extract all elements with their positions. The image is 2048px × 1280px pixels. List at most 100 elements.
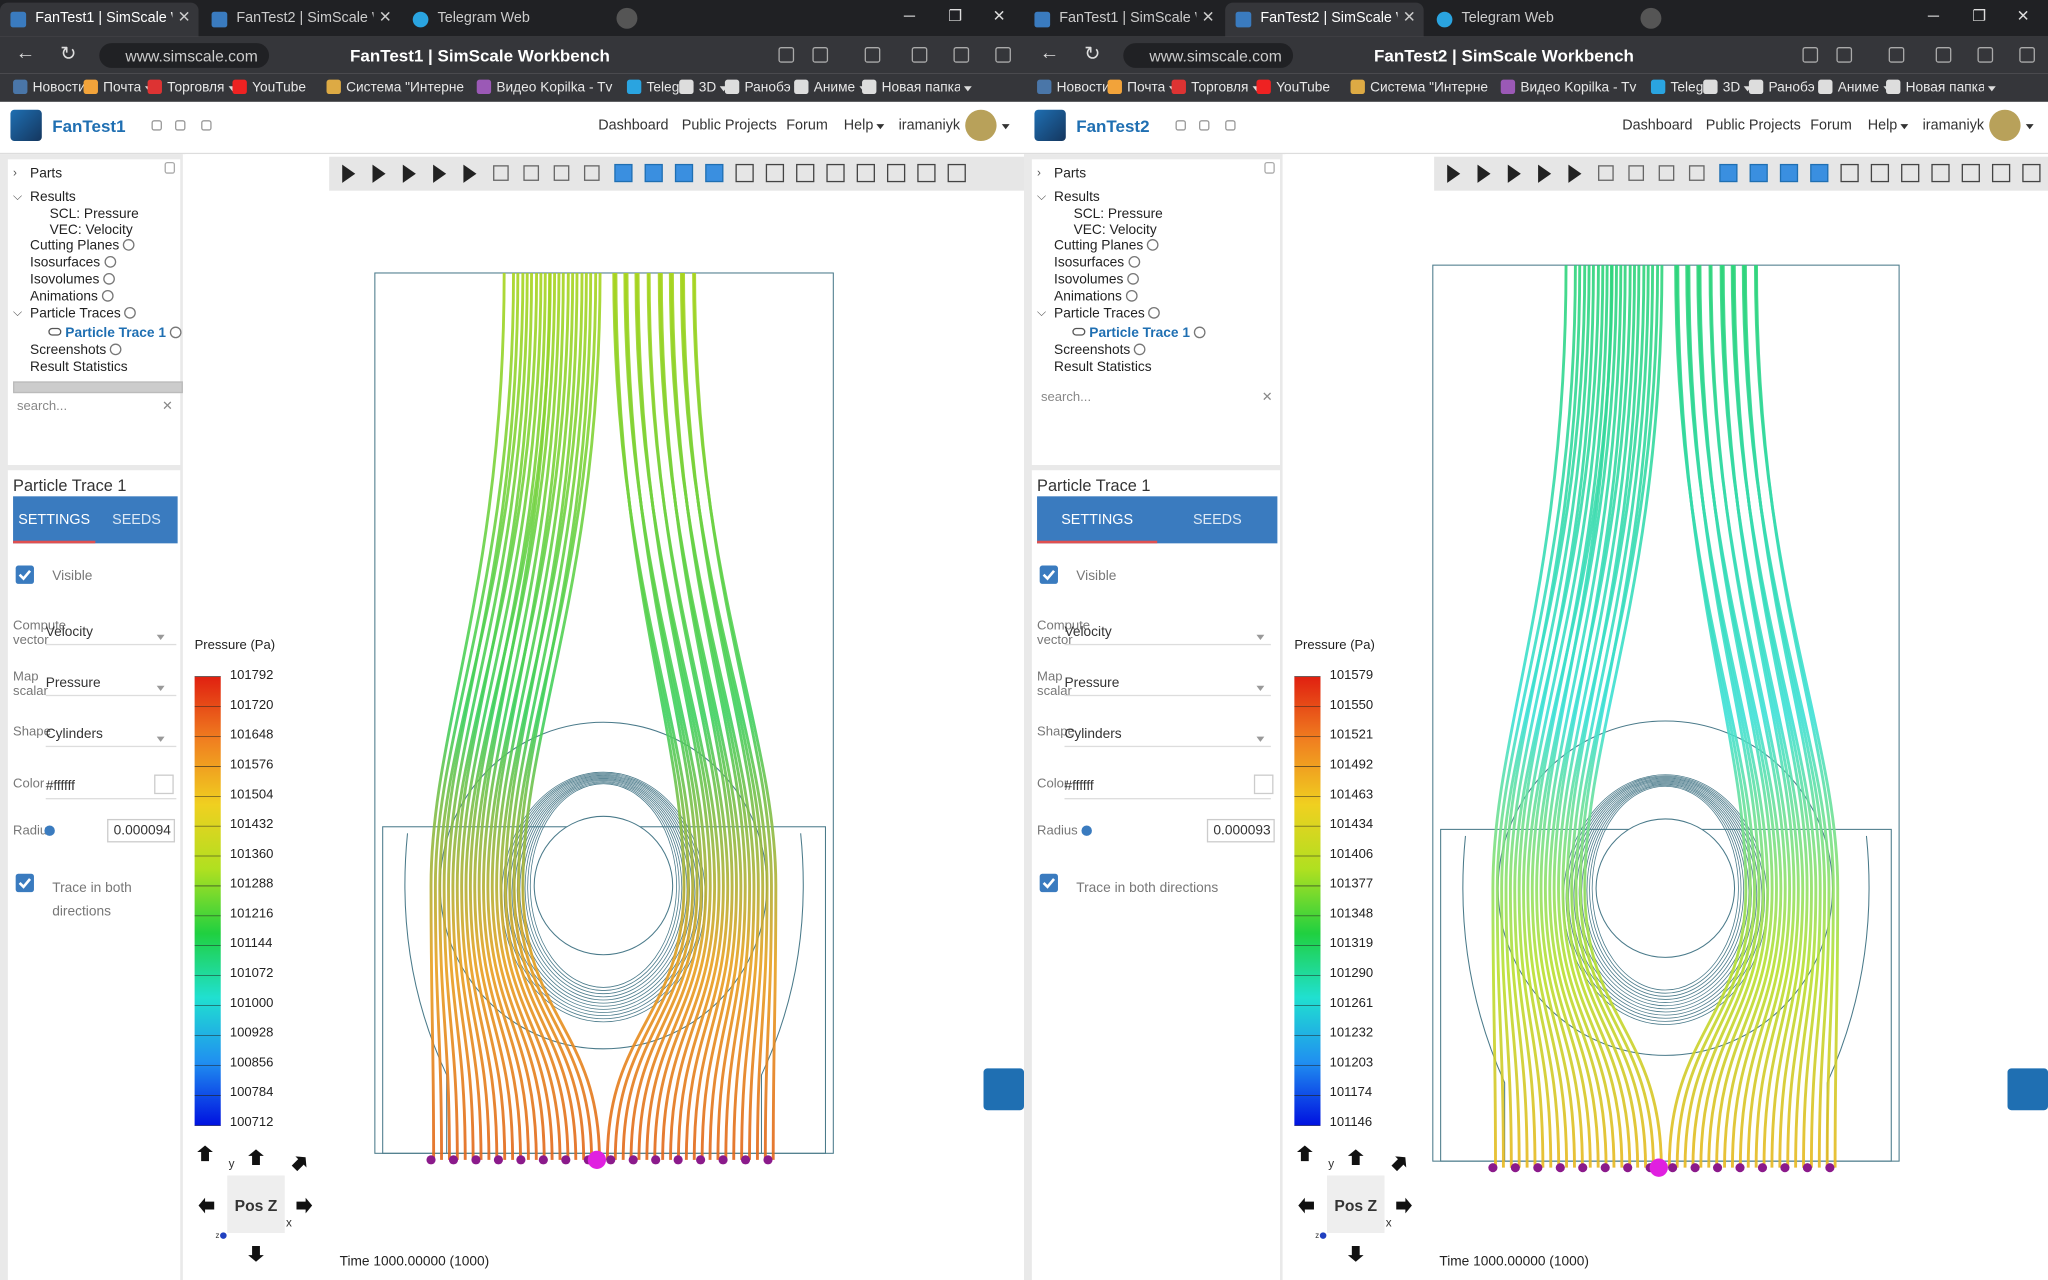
add-button[interactable] — [1125, 289, 1138, 302]
bookmark[interactable]: Торговля — [167, 79, 225, 96]
project-action[interactable] — [175, 120, 186, 131]
tree-item[interactable]: Animations — [30, 288, 98, 305]
add-button[interactable] — [109, 343, 122, 356]
nav-link[interactable]: Dashboard — [598, 117, 669, 134]
bookmark[interactable]: Видео Kopilka - Tv — [496, 79, 613, 96]
nav-link[interactable]: Forum — [1810, 117, 1852, 134]
tree-item[interactable]: Isovolumes — [1054, 271, 1124, 288]
window-control[interactable]: ✕ — [992, 6, 1006, 25]
bookmark[interactable]: YouTube — [1276, 79, 1330, 96]
nav-button[interactable]: ← — [15, 41, 36, 64]
tree-item[interactable]: SCL: Pressure — [49, 206, 139, 223]
toolbar-icon[interactable] — [911, 47, 928, 63]
nav-link[interactable]: Forum — [786, 117, 828, 134]
project-action[interactable] — [1199, 120, 1210, 131]
toolbar-icon[interactable] — [1836, 47, 1853, 63]
checkbox[interactable] — [15, 873, 34, 893]
toolbar-icon[interactable] — [1935, 47, 1952, 63]
bookmark[interactable]: Новая папка — [881, 79, 960, 96]
color-swatch[interactable] — [1253, 774, 1274, 795]
nav-button[interactable]: ← — [1039, 41, 1060, 64]
toolbar-icon[interactable] — [864, 47, 881, 63]
search-clear[interactable]: ✕ — [161, 399, 173, 415]
bookmark[interactable]: Почта — [1127, 79, 1166, 96]
radius-input[interactable]: 0.000093 — [1206, 818, 1275, 843]
tree-item[interactable]: Result Statistics — [1054, 359, 1152, 375]
bookmark[interactable]: Система "Интерне — [1370, 79, 1489, 96]
tree-item[interactable]: Isovolumes — [30, 271, 100, 288]
radius-input[interactable]: 0.000094 — [107, 818, 176, 843]
tab-close[interactable]: ✕ — [1402, 7, 1416, 27]
remove-button[interactable] — [169, 326, 182, 339]
field-value[interactable]: Pressure — [1064, 675, 1120, 691]
avatar[interactable] — [1989, 109, 2021, 142]
nav-link[interactable]: Public Projects — [681, 117, 777, 134]
tree-item[interactable]: Particle Trace 1 — [1089, 325, 1190, 341]
panel-tab[interactable]: SETTINGS — [1037, 496, 1158, 544]
add-button[interactable] — [1146, 239, 1159, 251]
new-tab[interactable] — [1640, 7, 1662, 29]
tree-item[interactable]: Isosurfaces — [30, 254, 101, 271]
bookmark[interactable]: Видео Kopilka - Tv — [1520, 79, 1637, 96]
tree-caret[interactable]: ⌵ — [13, 305, 22, 319]
tree-caret[interactable]: ⌵ — [13, 189, 22, 203]
field-value[interactable]: Pressure — [45, 675, 101, 691]
add-button[interactable] — [124, 306, 136, 319]
window-control[interactable]: ❐ — [948, 6, 963, 25]
checkbox[interactable] — [1039, 565, 1058, 584]
tree-item[interactable]: Particle Traces — [30, 305, 121, 322]
tab[interactable]: Telegram Web — [402, 3, 601, 37]
tree-item[interactable]: Particle Trace 1 — [65, 325, 166, 341]
bookmark[interactable]: Система "Интерне — [346, 79, 465, 96]
user-name[interactable]: iramaniyk — [898, 117, 961, 134]
remove-button[interactable] — [1193, 326, 1206, 339]
tree-item[interactable]: Screenshots — [1054, 342, 1131, 358]
visibility-icon[interactable] — [48, 327, 62, 336]
panel-tab[interactable]: SEEDS — [1157, 496, 1277, 543]
new-tab[interactable] — [616, 7, 638, 29]
toolbar-icon[interactable] — [778, 47, 795, 63]
bookmark[interactable]: Почта — [103, 79, 142, 96]
add-button[interactable] — [101, 289, 114, 302]
window-control[interactable]: ❐ — [1972, 6, 1987, 25]
tree-item[interactable]: Results — [1054, 189, 1100, 206]
tab-close[interactable]: ✕ — [177, 7, 191, 27]
tab[interactable]: FanTest1 | SimScale We ✕ — [0, 2, 199, 37]
bookmark[interactable]: Аниме — [1837, 79, 1880, 96]
color-swatch[interactable] — [154, 774, 174, 795]
slider-knob[interactable] — [44, 825, 55, 836]
tree-caret[interactable]: ⌵ — [1037, 189, 1046, 203]
bookmark[interactable]: 3D — [698, 79, 717, 96]
tree-item[interactable]: Result Statistics — [30, 359, 128, 375]
toolbar-icon[interactable] — [1802, 47, 1819, 63]
add-button[interactable] — [1127, 272, 1139, 285]
window-control[interactable]: ─ — [903, 6, 915, 25]
panel-tab[interactable]: SETTINGS — [13, 496, 96, 544]
search-input[interactable]: search... — [1040, 390, 1092, 405]
bookmark[interactable]: Новая папка — [1905, 79, 1984, 96]
window-control[interactable]: ✕ — [2016, 6, 2030, 25]
tree-item[interactable]: Results — [30, 189, 76, 206]
add-button[interactable] — [104, 255, 117, 268]
viewport-3d[interactable]: Pressure (Pa) 101792 101720 101648 101576 101… — [0, 0, 1024, 1280]
url-pill[interactable] — [99, 43, 270, 68]
tab-close[interactable]: ✕ — [378, 7, 392, 27]
tree-caret[interactable]: › — [13, 165, 17, 179]
field-value[interactable]: #ffffff — [1064, 778, 1094, 795]
field-value[interactable]: #ffffff — [45, 778, 75, 795]
toolbar-icon[interactable] — [1888, 47, 1905, 63]
field-value[interactable]: Cylinders — [1064, 726, 1122, 742]
project-action[interactable] — [1175, 120, 1186, 131]
add-button[interactable] — [103, 272, 115, 285]
checkbox[interactable] — [1039, 873, 1058, 893]
project-action[interactable] — [151, 120, 162, 131]
tree-item[interactable]: VEC: Velocity — [49, 222, 133, 238]
tab[interactable]: FanTest1 | SimScale Work ✕ — [1024, 3, 1223, 37]
add-button[interactable] — [122, 239, 135, 251]
scrollbar[interactable] — [13, 381, 183, 394]
nav-link[interactable]: Help — [843, 117, 874, 134]
bookmark[interactable]: 3D — [1722, 79, 1741, 96]
tree-item[interactable]: Cutting Planes — [1054, 237, 1144, 254]
tab[interactable]: FanTest2 | SimScale Work ✕ — [201, 3, 400, 37]
tree-item[interactable]: Parts — [30, 165, 63, 182]
